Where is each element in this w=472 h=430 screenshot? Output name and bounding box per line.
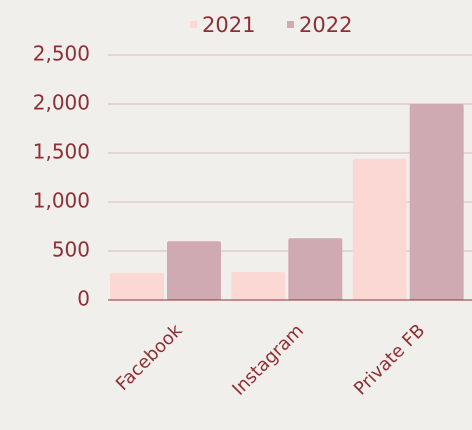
y-tick-label: 0 — [77, 287, 90, 311]
y-tick-label: 1,500 — [33, 140, 90, 164]
bar — [409, 104, 464, 300]
x-tick-label: Instagram — [228, 320, 308, 400]
x-tick-label: Facebook — [112, 320, 187, 395]
y-tick-label: 1,000 — [33, 189, 90, 213]
x-tick-label: Private FB — [350, 320, 429, 399]
y-tick-label: 500 — [52, 238, 90, 262]
bar — [167, 241, 221, 300]
legend-label: 2022 — [299, 13, 352, 37]
y-tick-label: 2,500 — [33, 42, 90, 66]
bar — [231, 272, 286, 300]
y-tick-label: 2,000 — [33, 91, 90, 115]
legend-swatch — [287, 21, 294, 28]
legend-swatch — [190, 21, 197, 28]
bar — [110, 273, 164, 300]
bar — [352, 158, 407, 300]
legend-label: 2021 — [202, 13, 255, 37]
bar — [288, 238, 343, 300]
